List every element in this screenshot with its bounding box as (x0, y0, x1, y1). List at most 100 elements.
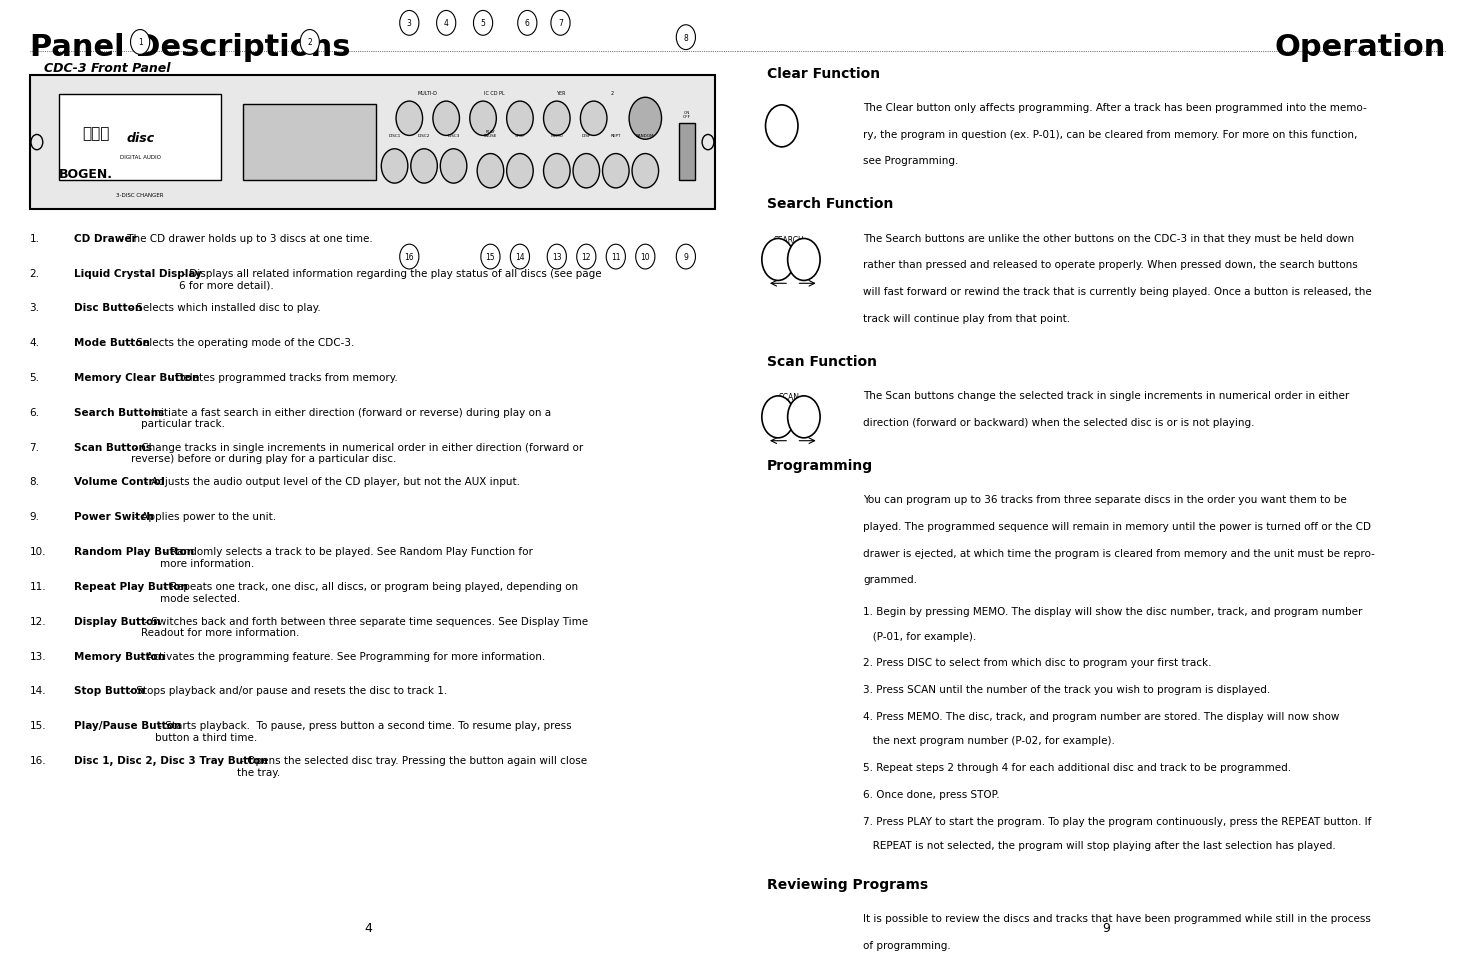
Text: Display Button: Display Button (74, 617, 161, 626)
Text: 2: 2 (611, 91, 614, 95)
Circle shape (763, 396, 795, 438)
Text: DISC3: DISC3 (447, 134, 460, 138)
Text: RANDOM: RANDOM (636, 134, 655, 138)
Text: The Clear button only affects programming. After a track has been programmed int: The Clear button only affects programmin… (863, 103, 1367, 112)
Text: 11.: 11. (30, 581, 46, 591)
Text: Panel Descriptions: Panel Descriptions (30, 33, 350, 62)
Text: Reviewing Programs: Reviewing Programs (767, 877, 928, 891)
Text: MULTI-D: MULTI-D (417, 91, 438, 95)
Circle shape (577, 245, 596, 270)
Circle shape (581, 102, 608, 136)
Circle shape (702, 135, 714, 151)
Text: 13.: 13. (30, 651, 46, 660)
FancyBboxPatch shape (59, 95, 221, 181)
Text: CD Drawer: CD Drawer (74, 233, 136, 243)
Text: of programming.: of programming. (863, 940, 950, 949)
Text: rather than pressed and released to operate properly. When pressed down, the sea: rather than pressed and released to oper… (863, 260, 1357, 270)
Text: CLEAR: CLEAR (770, 108, 794, 116)
Circle shape (130, 30, 150, 55)
Text: 16.: 16. (30, 755, 46, 765)
Text: 15: 15 (485, 253, 496, 262)
Text: - Selects which installed disc to play.: - Selects which installed disc to play. (127, 303, 322, 313)
Text: - Starts playback.  To pause, press button a second time. To resume play, press
: - Starts playback. To pause, press butto… (155, 720, 572, 742)
Text: Liquid Crystal Display: Liquid Crystal Display (74, 269, 202, 278)
Text: 13: 13 (552, 253, 562, 262)
Text: STOP: STOP (515, 134, 525, 138)
Text: DISC2: DISC2 (417, 134, 431, 138)
Text: - Opens the selected disc tray. Pressing the button again will close
the tray.: - Opens the selected disc tray. Pressing… (237, 755, 587, 777)
Circle shape (400, 245, 419, 270)
Text: 15.: 15. (30, 720, 46, 730)
Text: - Selects the operating mode of the CDC-3.: - Selects the operating mode of the CDC-… (127, 338, 355, 348)
Text: direction (forward or backward) when the selected disc is or is not playing.: direction (forward or backward) when the… (863, 417, 1254, 427)
Text: 8: 8 (683, 33, 689, 43)
Text: the next program number (P-02, for example).: the next program number (P-02, for examp… (863, 736, 1115, 745)
Text: 2: 2 (307, 38, 313, 48)
Text: - The CD drawer holds up to 3 discs at one time.: - The CD drawer holds up to 3 discs at o… (117, 233, 373, 243)
Text: BOGEN.: BOGEN. (59, 168, 114, 181)
Circle shape (544, 154, 569, 189)
Text: Scan Buttons: Scan Buttons (74, 442, 152, 452)
Circle shape (397, 102, 423, 136)
Circle shape (510, 245, 530, 270)
Circle shape (633, 154, 658, 189)
Circle shape (676, 245, 696, 270)
Circle shape (552, 11, 569, 36)
Text: It is possible to review the discs and tracks that have been programmed while st: It is possible to review the discs and t… (863, 913, 1370, 923)
Text: Repeat Play Button: Repeat Play Button (74, 581, 187, 591)
Text: 3.: 3. (30, 303, 40, 313)
Text: 6: 6 (525, 19, 530, 29)
Text: 4.: 4. (30, 338, 40, 348)
Text: - Randomly selects a track to be played. See Random Play Function for
more infor: - Randomly selects a track to be played.… (159, 547, 532, 568)
Text: The Scan buttons change the selected track in single increments in numerical ord: The Scan buttons change the selected tra… (863, 391, 1350, 400)
Text: 3: 3 (407, 19, 412, 29)
Text: 4. Press MEMO. The disc, track, and program number are stored. The display will : 4. Press MEMO. The disc, track, and prog… (863, 711, 1339, 720)
Circle shape (507, 102, 534, 136)
Text: see Programming.: see Programming. (863, 156, 959, 166)
FancyBboxPatch shape (678, 124, 695, 181)
Text: MEMO: MEMO (550, 134, 563, 138)
Text: Operation: Operation (1274, 33, 1446, 62)
Text: played. The programmed sequence will remain in memory until the power is turned : played. The programmed sequence will rem… (863, 521, 1370, 531)
Text: - Adjusts the audio output level of the CD player, but not the AUX input.: - Adjusts the audio output level of the … (142, 476, 519, 487)
Text: 3. Press SCAN until the number of the track you wish to program is displayed.: 3. Press SCAN until the number of the tr… (863, 684, 1270, 694)
Text: PLAY
PAUSE: PLAY PAUSE (484, 130, 497, 138)
Text: 14.: 14. (30, 686, 46, 696)
Text: 5.: 5. (30, 373, 40, 382)
Circle shape (31, 135, 43, 151)
Text: disc: disc (125, 132, 155, 145)
Circle shape (788, 396, 820, 438)
Text: 8.: 8. (30, 476, 40, 487)
Text: Memory Clear Button: Memory Clear Button (74, 373, 199, 382)
Text: Play/Pause Button: Play/Pause Button (74, 720, 181, 730)
Text: 9.: 9. (30, 512, 40, 521)
Text: ꩮꩮꩮ: ꩮꩮꩮ (83, 126, 109, 141)
Text: drawer is ejected, at which time the program is cleared from memory and the unit: drawer is ejected, at which time the pro… (863, 548, 1375, 558)
Text: Disc 1, Disc 2, Disc 3 Tray Button: Disc 1, Disc 2, Disc 3 Tray Button (74, 755, 267, 765)
Text: 7.: 7. (30, 442, 40, 452)
Text: 1: 1 (137, 38, 143, 48)
Text: - Change tracks in single increments in numerical order in either direction (for: - Change tracks in single increments in … (131, 442, 584, 464)
Circle shape (507, 154, 534, 189)
Circle shape (766, 106, 798, 148)
Text: Scan Function: Scan Function (767, 355, 878, 369)
Circle shape (603, 154, 628, 189)
Text: 12: 12 (581, 253, 591, 262)
Circle shape (518, 11, 537, 36)
Text: The Search buttons are unlike the other buttons on the CDC-3 in that they must b: The Search buttons are unlike the other … (863, 233, 1354, 243)
Circle shape (437, 11, 456, 36)
Text: - Repeats one track, one disc, all discs, or program being played, depending on
: - Repeats one track, one disc, all discs… (159, 581, 578, 603)
Circle shape (544, 102, 569, 136)
Circle shape (400, 11, 419, 36)
Text: Volume Control: Volume Control (74, 476, 164, 487)
Text: IC CD PL: IC CD PL (484, 91, 504, 95)
Circle shape (788, 239, 820, 281)
Text: DISC1: DISC1 (388, 134, 401, 138)
Text: Power Switch: Power Switch (74, 512, 153, 521)
Text: DIGITAL AUDIO: DIGITAL AUDIO (119, 154, 161, 160)
Circle shape (676, 26, 696, 51)
Circle shape (547, 245, 566, 270)
Text: grammed.: grammed. (863, 575, 917, 584)
Circle shape (763, 239, 795, 281)
Text: 2.: 2. (30, 269, 40, 278)
